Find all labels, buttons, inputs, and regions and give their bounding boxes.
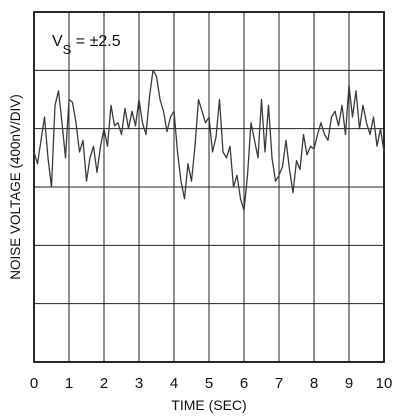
supply-voltage-annotation: VS = ±2.5: [52, 33, 121, 57]
plot-area: [33, 69, 385, 211]
annotation-subscript: S: [63, 42, 72, 57]
y-axis-label: NOISE VOLTAGE (400nV/DIV): [8, 94, 23, 280]
x-tick-label: 10: [376, 375, 393, 392]
x-tick-label: 0: [30, 375, 38, 392]
annotation-rest: = ±2.5: [71, 33, 120, 50]
x-axis-label: TIME (SEC): [171, 397, 246, 413]
x-tick-label: 6: [240, 375, 248, 392]
grid-lines: [33, 11, 385, 363]
x-tick-label: 1: [65, 375, 73, 392]
annotation-main: V: [52, 33, 63, 50]
x-tick-label: 5: [205, 375, 213, 392]
plot-frame: [33, 11, 385, 363]
x-tick-label: 9: [345, 375, 353, 392]
x-tick-label: 8: [310, 375, 318, 392]
x-tick-label: 4: [170, 375, 178, 392]
x-tick-label: 7: [275, 375, 283, 392]
axis-labels: NOISE VOLTAGE (400nV/DIV) TIME (SEC) 0 1 2…: [8, 94, 392, 413]
noise-trace-line: [33, 69, 385, 211]
x-tick-label: 3: [135, 375, 143, 392]
x-tick-label: 2: [100, 375, 108, 392]
